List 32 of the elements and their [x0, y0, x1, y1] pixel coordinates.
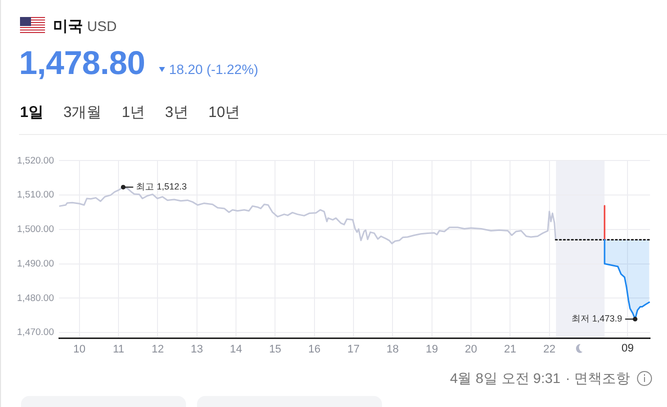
y-tick-label: 1,490.00: [17, 258, 54, 270]
y-tick-label: 1,500.00: [17, 224, 54, 236]
x-tick-label: 15: [269, 344, 282, 356]
y-tick-label: 1,470.00: [17, 327, 54, 338]
annotation: 최저 1,473.9: [572, 314, 622, 324]
x-tick-label: 21: [504, 344, 516, 356]
chart-subtitle: 1,478.80: [19, 44, 146, 81]
x-tick-label: 18: [386, 344, 399, 356]
x-tick-label: 12: [152, 344, 164, 356]
text: 09: [622, 342, 634, 355]
text: 1년: [122, 103, 146, 123]
x-tick-label: 10: [73, 344, 86, 356]
x-tick-label: 17: [347, 344, 360, 356]
text: 18.20 (-1.22%): [169, 62, 258, 78]
text: · 면책조항: [565, 369, 630, 387]
x-tick-label: 13: [190, 344, 203, 356]
chart-title: 미국 USD: [53, 18, 117, 35]
x-tick-label: 22: [543, 344, 556, 356]
x-tick-label: 14: [230, 344, 242, 356]
y-tick-label: 1,520.00: [17, 155, 54, 166]
x-tick-label: 19: [426, 344, 438, 356]
text: 3년: [165, 103, 188, 123]
text: 3개월: [63, 103, 102, 123]
text: 10년: [208, 103, 240, 123]
annotation: 최고 1,512.3: [136, 182, 187, 192]
y-tick-label: 1,510.00: [17, 190, 54, 201]
x-tick-label: 11: [112, 344, 124, 356]
x-tick-label: 16: [308, 344, 320, 356]
x-tick-label: 20: [464, 344, 478, 356]
text: 1일: [20, 103, 44, 123]
text: 4월 8일 오전 9:31: [450, 369, 560, 387]
y-tick-label: 1,480.00: [17, 292, 54, 304]
